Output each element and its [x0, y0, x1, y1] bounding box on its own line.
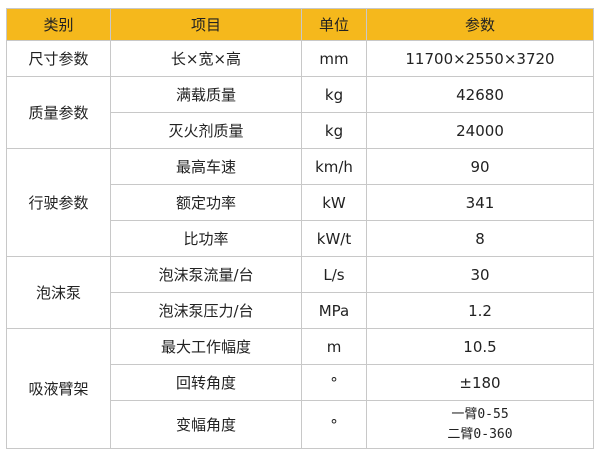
unit-cell: kg [301, 112, 367, 149]
item-cell: 满载质量 [110, 76, 302, 113]
value-line-2: 二臂0-360 [447, 426, 513, 442]
value-line-1: 一臂0-55 [451, 406, 509, 422]
unit-cell: MPa [301, 292, 367, 329]
item-cell: 泡沫泵流量/台 [110, 256, 302, 293]
unit-cell: kW/t [301, 220, 367, 257]
table-row: 吸液臂架 最大工作幅度 m 10.5 [6, 328, 594, 449]
value-cell: ±180 [366, 364, 594, 401]
table-row: 尺寸参数 长×宽×高 mm 11700×2550×3720 [6, 40, 594, 77]
item-cell: 泡沫泵压力/台 [110, 292, 302, 329]
category-cell: 泡沫泵 [6, 256, 111, 329]
category-cell: 尺寸参数 [6, 40, 111, 77]
unit-cell: mm [301, 40, 367, 77]
item-cell: 最高车速 [110, 148, 302, 185]
table-row: 行驶参数 最高车速 km/h 90 [6, 148, 594, 257]
unit-cell: kg [301, 76, 367, 113]
header-category: 类别 [6, 8, 111, 41]
table-row: 泡沫泵 泡沫泵流量/台 L/s 30 [6, 256, 594, 329]
item-cell: 回转角度 [110, 364, 302, 401]
unit-cell: m [301, 328, 367, 365]
spec-table: 类别 项目 单位 参数 尺寸参数 长×宽×高 mm 11700×2550×372… [6, 8, 594, 449]
header-unit: 单位 [301, 8, 367, 41]
value-cell: 42680 [366, 76, 594, 113]
table-row: 额定功率 kW 341 [7, 184, 594, 221]
spec-table-container: 类别 项目 单位 参数 尺寸参数 长×宽×高 mm 11700×2550×372… [6, 8, 594, 449]
value-cell: 30 [366, 256, 594, 293]
item-cell: 变幅角度 [110, 400, 302, 449]
unit-cell: ° [301, 400, 367, 449]
item-cell: 比功率 [110, 220, 302, 257]
unit-cell: kW [301, 184, 367, 221]
item-cell: 额定功率 [110, 184, 302, 221]
value-cell: 1.2 [366, 292, 594, 329]
value-cell: 11700×2550×3720 [366, 40, 594, 77]
unit-cell: km/h [301, 148, 367, 185]
table-row: 比功率 kW/t 8 [7, 220, 594, 257]
value-cell: 24000 [366, 112, 594, 149]
item-cell: 长×宽×高 [110, 40, 302, 77]
table-header-row: 类别 项目 单位 参数 [6, 8, 594, 41]
item-cell: 灭火剂质量 [110, 112, 302, 149]
value-cell: 8 [366, 220, 594, 257]
item-cell: 最大工作幅度 [110, 328, 302, 365]
value-cell: 10.5 [366, 328, 594, 365]
category-cell: 行驶参数 [6, 148, 111, 257]
value-cell: 90 [366, 148, 594, 185]
unit-cell: ° [301, 364, 367, 401]
header-param: 参数 [366, 8, 594, 41]
table-row: 质量参数 满载质量 kg 42680 [6, 76, 594, 149]
value-cell: 一臂0-55 二臂0-360 [366, 400, 594, 449]
category-cell: 质量参数 [6, 76, 111, 149]
value-cell: 341 [366, 184, 594, 221]
unit-cell: L/s [301, 256, 367, 293]
category-cell: 吸液臂架 [6, 328, 111, 449]
header-item: 项目 [110, 8, 302, 41]
table-row: 变幅角度 ° 一臂0-55 二臂0-360 [7, 400, 594, 449]
table-row: 灭火剂质量 kg 24000 [7, 112, 594, 149]
